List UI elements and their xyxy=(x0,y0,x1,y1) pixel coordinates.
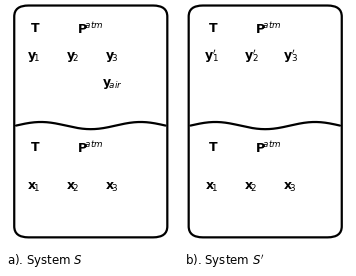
Text: a). System $S$: a). System $S$ xyxy=(7,252,83,269)
Text: $\mathbf{T}$: $\mathbf{T}$ xyxy=(30,141,41,154)
Text: $\mathbf{P}^{\!\mathit{atm}}$: $\mathbf{P}^{\!\mathit{atm}}$ xyxy=(256,140,282,155)
Text: $\mathbf{y}_{\!\mathit{2}}$: $\mathbf{y}_{\!\mathit{2}}$ xyxy=(66,50,80,63)
Text: $\mathbf{P}^{\!\mathit{atm}}$: $\mathbf{P}^{\!\mathit{atm}}$ xyxy=(256,21,282,37)
Text: $\mathbf{y}'^{\!}\!_{\mathit{1}}$: $\mathbf{y}'^{\!}\!_{\mathit{1}}$ xyxy=(204,48,219,65)
Text: $\mathbf{P}^{\!\mathit{atm}}$: $\mathbf{P}^{\!\mathit{atm}}$ xyxy=(78,140,104,155)
Text: $\mathbf{y}_{\!\mathit{3}}$: $\mathbf{y}_{\!\mathit{3}}$ xyxy=(105,50,119,63)
FancyBboxPatch shape xyxy=(189,6,342,237)
Text: $\mathbf{y}_{\!\mathit{1}}$: $\mathbf{y}_{\!\mathit{1}}$ xyxy=(27,50,41,63)
Text: $\mathbf{y}'^{\!}\!_{\mathit{2}}$: $\mathbf{y}'^{\!}\!_{\mathit{2}}$ xyxy=(244,48,258,65)
Text: $\mathbf{x}_{\!\mathit{1}}$: $\mathbf{x}_{\!\mathit{1}}$ xyxy=(27,181,41,194)
Text: $\mathbf{x}_{\!\mathit{2}}$: $\mathbf{x}_{\!\mathit{2}}$ xyxy=(244,181,258,194)
Text: $\mathbf{y}'^{\!}\!_{\mathit{3}}$: $\mathbf{y}'^{\!}\!_{\mathit{3}}$ xyxy=(283,48,298,65)
Text: $\mathbf{P}^{\!\mathit{atm}}$: $\mathbf{P}^{\!\mathit{atm}}$ xyxy=(78,21,104,37)
Text: $\mathbf{x}_{\!\mathit{1}}$: $\mathbf{x}_{\!\mathit{1}}$ xyxy=(205,181,219,194)
Text: $\mathbf{x}_{\!\mathit{3}}$: $\mathbf{x}_{\!\mathit{3}}$ xyxy=(283,181,297,194)
Text: $\mathbf{y}_{\!\mathit{air}}$: $\mathbf{y}_{\!\mathit{air}}$ xyxy=(102,77,122,91)
FancyBboxPatch shape xyxy=(14,6,167,237)
Text: $\mathbf{T}$: $\mathbf{T}$ xyxy=(208,141,219,154)
Text: $\mathbf{x}_{\!\mathit{3}}$: $\mathbf{x}_{\!\mathit{3}}$ xyxy=(105,181,119,194)
Text: $\mathbf{T}$: $\mathbf{T}$ xyxy=(30,22,41,36)
Text: $\mathbf{x}_{\!\mathit{2}}$: $\mathbf{x}_{\!\mathit{2}}$ xyxy=(66,181,80,194)
Text: $\mathbf{T}$: $\mathbf{T}$ xyxy=(208,22,219,36)
Text: b). System $S'$: b). System $S'$ xyxy=(185,252,265,270)
